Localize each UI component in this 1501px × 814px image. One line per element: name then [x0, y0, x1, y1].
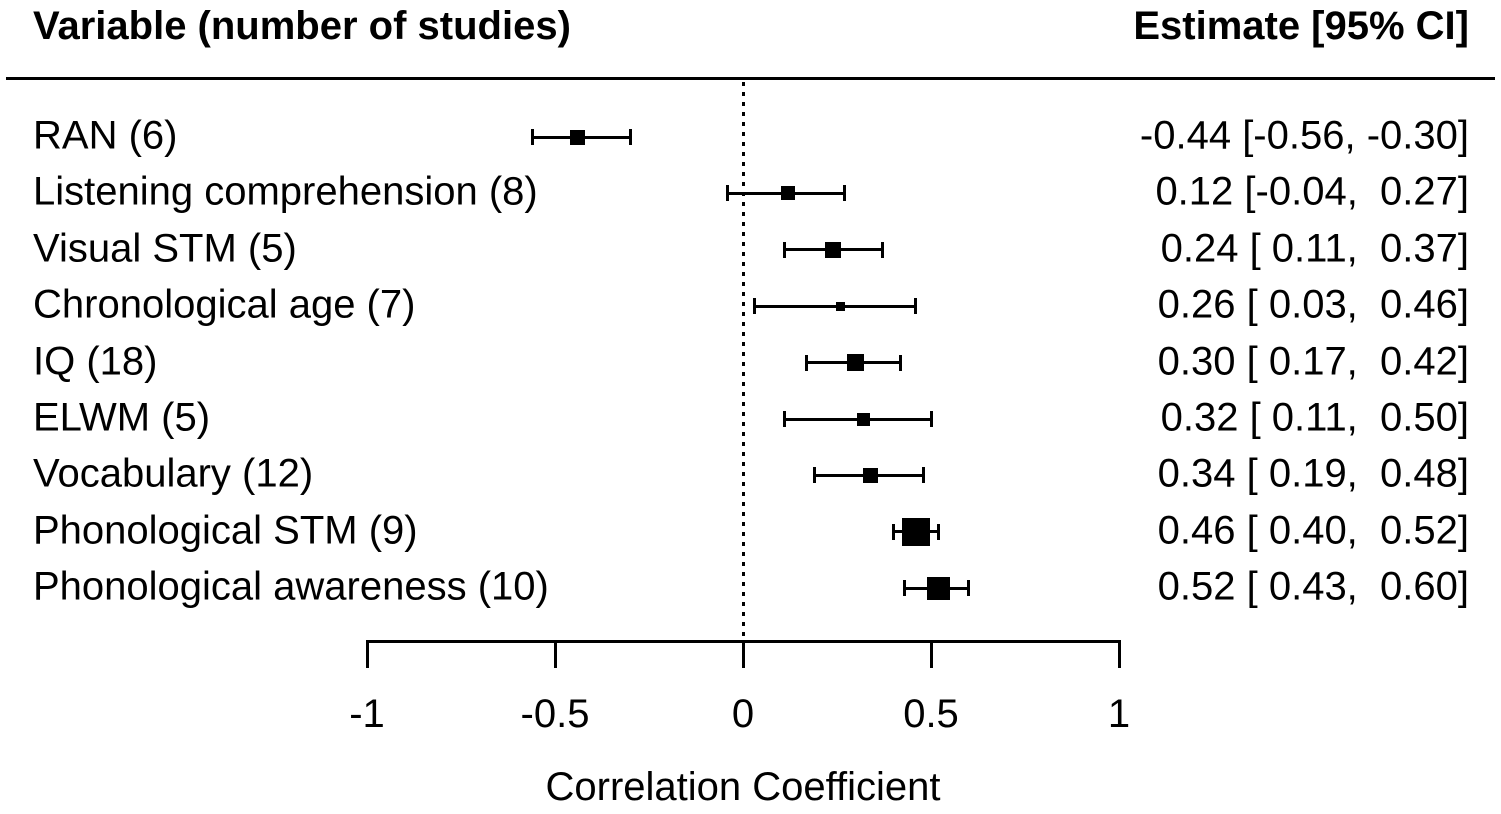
row-label: ELWM (5): [33, 395, 211, 440]
estimate-marker: [825, 241, 842, 258]
estimate-marker: [836, 301, 846, 311]
confidence-interval-line: [754, 304, 916, 308]
row-label: RAN (6): [33, 113, 178, 158]
estimate-marker: [781, 186, 796, 201]
row-label: Visual STM (5): [33, 226, 297, 271]
header-divider-line: [6, 77, 1495, 80]
row-estimate-text: 0.30 [ 0.17, 0.42]: [1157, 339, 1469, 384]
row-label: Listening comprehension (8): [33, 169, 538, 214]
x-axis-tick-label: -0.5: [520, 692, 590, 736]
estimate-marker: [570, 129, 586, 145]
row-label: Phonological STM (9): [33, 508, 418, 553]
estimate-marker: [856, 412, 870, 426]
x-axis-tick: [553, 640, 557, 668]
x-axis-tick-label: 0.5: [903, 692, 959, 736]
confidence-interval-cap: [967, 580, 971, 597]
x-axis-title: Correlation Coefficient: [545, 765, 941, 809]
confidence-interval-cap: [812, 467, 816, 484]
confidence-interval-cap: [752, 298, 756, 315]
row-label: Phonological awareness (10): [33, 564, 549, 609]
x-axis-tick-label: 1: [1107, 692, 1131, 736]
x-axis-tick: [929, 640, 933, 668]
estimate-marker: [901, 517, 930, 546]
confidence-interval-cap: [899, 354, 903, 371]
confidence-interval-cap: [843, 185, 847, 202]
row-label: Vocabulary (12): [33, 451, 314, 496]
row-estimate-text: 0.46 [ 0.40, 0.52]: [1157, 508, 1469, 553]
zero-reference-line: [741, 82, 745, 641]
x-axis-tick: [365, 640, 369, 668]
column-header-estimate: Estimate [95% CI]: [1133, 4, 1469, 48]
estimate-marker: [863, 467, 879, 483]
row-estimate-text: 0.26 [ 0.03, 0.46]: [1157, 282, 1469, 327]
confidence-interval-cap: [726, 185, 730, 202]
confidence-interval-cap: [903, 580, 907, 597]
confidence-interval-cap: [782, 411, 786, 427]
confidence-interval-cap: [880, 241, 884, 258]
confidence-interval-cap: [921, 467, 925, 484]
confidence-interval-cap: [805, 354, 809, 371]
column-header-variable: Variable (number of studies): [33, 4, 571, 48]
confidence-interval-cap: [914, 298, 918, 315]
x-axis-tick: [741, 640, 745, 668]
confidence-interval-cap: [628, 129, 632, 145]
confidence-interval-cap: [937, 523, 941, 540]
row-estimate-text: 0.12 [-0.04, 0.27]: [1155, 169, 1469, 214]
confidence-interval-cap: [782, 241, 786, 258]
x-axis-tick-label: 0: [731, 692, 755, 736]
row-estimate-text: 0.52 [ 0.43, 0.60]: [1157, 564, 1469, 609]
row-estimate-text: 0.34 [ 0.19, 0.48]: [1157, 451, 1469, 496]
row-label: IQ (18): [33, 339, 158, 384]
x-axis-tick: [1117, 640, 1121, 668]
confidence-interval-cap: [891, 523, 895, 540]
row-estimate-text: -0.44 [-0.56, -0.30]: [1139, 113, 1469, 158]
estimate-marker: [927, 576, 951, 600]
row-estimate-text: 0.24 [ 0.11, 0.37]: [1160, 226, 1469, 271]
confidence-interval-cap: [929, 411, 933, 427]
confidence-interval-cap: [530, 129, 534, 145]
estimate-marker: [847, 354, 865, 372]
x-axis-tick-label: -1: [349, 692, 385, 736]
row-estimate-text: 0.32 [ 0.11, 0.50]: [1160, 395, 1469, 440]
row-label: Chronological age (7): [33, 282, 416, 327]
